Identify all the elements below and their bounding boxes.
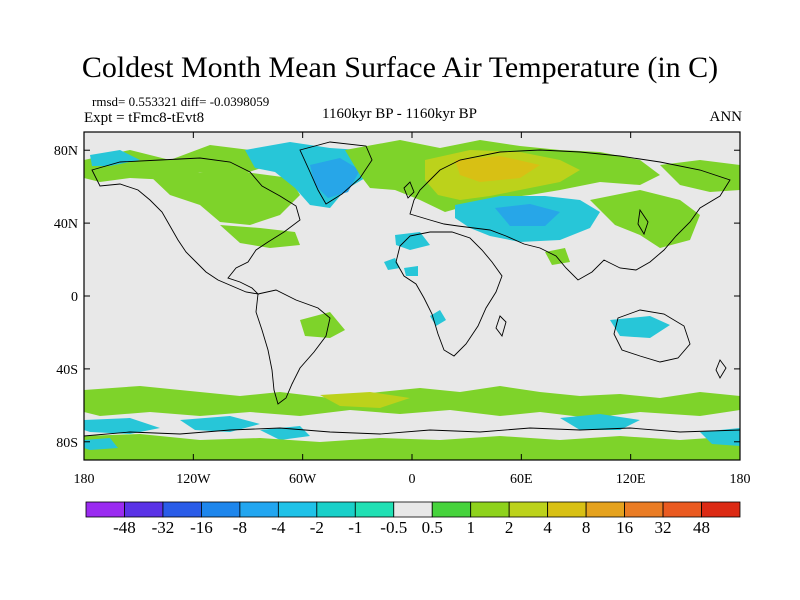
- anomaly-region: [84, 434, 740, 460]
- y-tick-label: 40S: [56, 363, 78, 378]
- coastline-new-zealand: [715, 359, 727, 379]
- x-tick-label: 60E: [510, 472, 533, 487]
- stats-text: rmsd= 0.553321 diff= -0.0398059: [92, 94, 270, 109]
- colorbar-label: 4: [543, 518, 552, 537]
- period-label: 1160kyr BP - 1160kyr BP: [322, 106, 478, 122]
- anomaly-region: [84, 386, 740, 418]
- coastlines: [84, 141, 740, 437]
- colorbar-swatch: [662, 501, 702, 518]
- anomaly-region: [220, 225, 300, 248]
- x-tick-label: 120E: [616, 472, 646, 487]
- colorbar-swatch: [354, 501, 395, 518]
- anomaly-region: [395, 232, 430, 250]
- colorbar-swatch: [701, 501, 741, 518]
- x-tick-label: 180: [74, 472, 95, 487]
- colorbar-swatch: [201, 501, 241, 518]
- y-tick-label: 0: [71, 290, 78, 305]
- coastline-africa: [395, 231, 503, 357]
- colorbar-label: -16: [190, 518, 213, 537]
- colorbar-label: -48: [113, 518, 136, 537]
- colorbar-swatch: [316, 501, 356, 518]
- anomaly-field: [84, 140, 740, 460]
- y-tick-label: 80S: [56, 436, 78, 451]
- colorbar-label: -32: [151, 518, 175, 537]
- coastline-australia: [613, 309, 691, 363]
- x-tick-label: 0: [409, 472, 416, 487]
- colorbar-label: 16: [616, 518, 634, 537]
- colorbar-swatch: [624, 501, 664, 518]
- y-tick-label: 80N: [54, 144, 78, 159]
- colorbar-label: 1: [466, 518, 475, 537]
- anomaly-region: [300, 312, 345, 338]
- anomaly-region: [610, 316, 670, 338]
- anomaly-region: [590, 190, 700, 248]
- colorbar-label: -4: [271, 518, 286, 537]
- coastline-uk: [403, 181, 415, 199]
- anomaly-region: [660, 160, 740, 192]
- colorbar-swatch: [393, 501, 433, 518]
- x-axis-labels: 180 120W 60W 0 60E 120E 180: [74, 472, 751, 487]
- colorbar-swatch: [124, 501, 164, 518]
- colorbar-swatch: [431, 501, 472, 518]
- coastline-japan: [637, 208, 649, 236]
- colorbar-swatch: [162, 501, 202, 518]
- anomaly-region: [310, 158, 360, 198]
- anomaly-region: [180, 416, 260, 432]
- colorbar-label: 32: [654, 518, 672, 537]
- coastline-north-america: [91, 157, 301, 295]
- coastline-greenland: [299, 141, 373, 205]
- y-tick-label: 40N: [54, 217, 78, 232]
- tick-marks: [83, 132, 741, 460]
- colorbar-swatch: [277, 501, 318, 518]
- x-tick-label: 60W: [289, 472, 317, 487]
- coastline-madagascar: [495, 315, 507, 337]
- colorbar-swatch: [85, 501, 125, 518]
- colorbar-swatch: [508, 501, 549, 518]
- colorbar-label: -0.5: [380, 518, 408, 537]
- anomaly-region: [455, 156, 540, 182]
- colorbar-label: 8: [581, 518, 591, 537]
- colorbar-label: -2: [309, 518, 324, 537]
- colorbar-swatch: [585, 501, 625, 518]
- colorbar-swatch: [470, 501, 510, 518]
- experiment-label: Expt = tFmc8-tEvt8: [84, 110, 205, 126]
- colorbar-label: -1: [348, 518, 363, 537]
- colorbar: [85, 501, 741, 518]
- colorbar-label: -8: [232, 518, 247, 537]
- anomaly-region: [150, 170, 300, 225]
- x-tick-label: 180: [730, 472, 751, 487]
- coastline-antarctica: [84, 427, 740, 437]
- anomaly-region: [700, 428, 740, 446]
- anomaly-region: [495, 204, 560, 226]
- anomaly-region: [84, 438, 118, 450]
- map-title: Coldest Month Mean Surface Air Temperatu…: [81, 51, 719, 84]
- anomaly-region: [404, 266, 418, 276]
- colorbar-label: 2: [504, 518, 514, 537]
- season-label: ANN: [709, 109, 743, 125]
- anomaly-region: [560, 414, 640, 430]
- colorbar-swatch: [239, 501, 279, 518]
- colorbar-swatch: [547, 501, 587, 518]
- coastline-south-america: [255, 289, 331, 405]
- anomaly-region: [320, 392, 410, 408]
- x-tick-label: 120W: [176, 472, 211, 487]
- anomaly-region: [545, 248, 570, 265]
- y-axis-labels: 80N 40N 0 40S 80S: [54, 144, 78, 451]
- colorbar-label: 0.5: [421, 518, 443, 537]
- coastline-eurasia: [409, 149, 731, 281]
- colorbar-label: 48: [693, 518, 711, 537]
- anomaly-region: [84, 418, 160, 434]
- colorbar-labels: -48 -32 -16 -8 -4 -2 -1 -0.5 0.5 1 2 4 8 16 32 48: [0, 518, 800, 542]
